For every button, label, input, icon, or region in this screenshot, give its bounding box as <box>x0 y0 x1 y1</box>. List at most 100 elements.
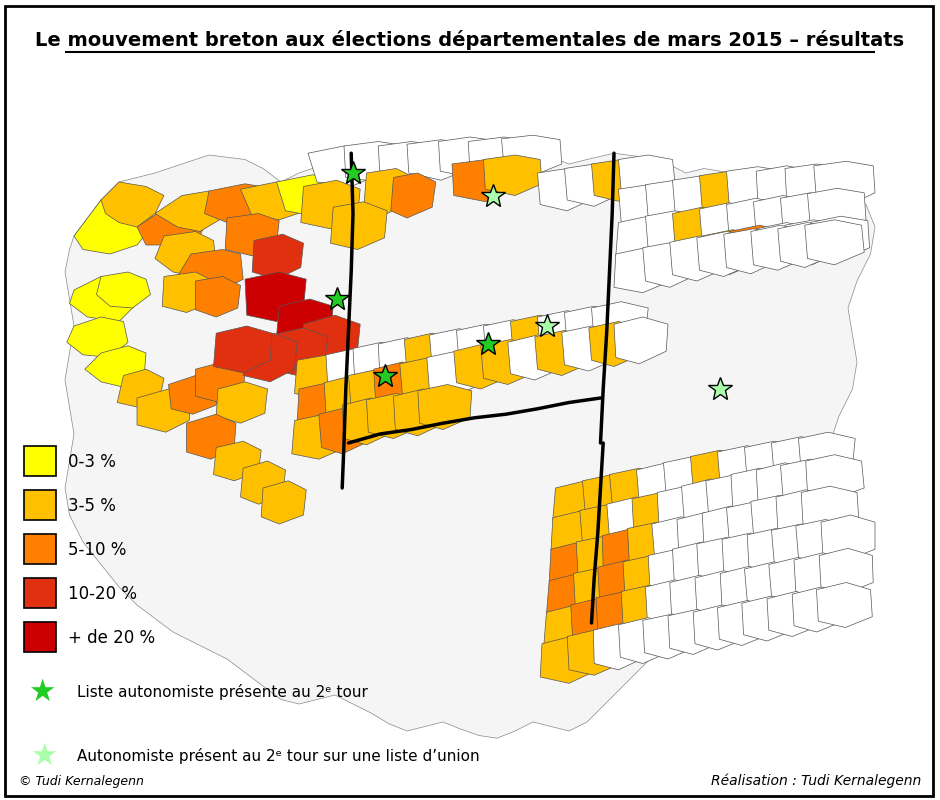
Polygon shape <box>270 328 328 375</box>
Polygon shape <box>137 389 191 432</box>
Polygon shape <box>727 502 780 546</box>
Polygon shape <box>549 542 607 589</box>
Polygon shape <box>731 468 785 514</box>
Polygon shape <box>294 355 354 400</box>
Polygon shape <box>404 333 460 378</box>
Polygon shape <box>720 566 775 612</box>
Text: Liste autonomiste présente au 2ᵉ tour: Liste autonomiste présente au 2ᵉ tour <box>77 684 368 700</box>
Polygon shape <box>573 567 628 612</box>
Polygon shape <box>623 555 677 601</box>
Polygon shape <box>452 159 513 202</box>
Polygon shape <box>483 320 540 365</box>
Polygon shape <box>344 142 409 182</box>
Polygon shape <box>580 504 636 549</box>
Polygon shape <box>342 398 396 445</box>
Polygon shape <box>657 486 712 531</box>
Polygon shape <box>588 322 643 366</box>
Polygon shape <box>806 454 864 499</box>
Polygon shape <box>697 538 751 582</box>
Polygon shape <box>744 442 801 486</box>
Polygon shape <box>670 575 724 621</box>
Text: 0-3 %: 0-3 % <box>68 454 116 471</box>
Polygon shape <box>722 533 776 578</box>
Polygon shape <box>540 637 598 683</box>
Polygon shape <box>553 481 612 526</box>
Polygon shape <box>583 474 639 519</box>
Polygon shape <box>776 490 832 534</box>
Polygon shape <box>502 135 562 176</box>
Polygon shape <box>619 185 677 229</box>
Polygon shape <box>213 442 261 481</box>
Polygon shape <box>400 358 457 402</box>
Polygon shape <box>331 202 387 250</box>
Polygon shape <box>591 302 649 346</box>
Text: ★: ★ <box>28 678 55 706</box>
Polygon shape <box>74 195 155 254</box>
Polygon shape <box>438 137 504 178</box>
Polygon shape <box>607 497 661 544</box>
Text: Autonomiste présent au 2ᵉ tour sur une liste d’union: Autonomiste présent au 2ᵉ tour sur une l… <box>77 748 479 764</box>
Polygon shape <box>65 146 875 738</box>
Polygon shape <box>297 382 353 428</box>
Polygon shape <box>457 324 513 370</box>
Polygon shape <box>276 174 342 216</box>
Polygon shape <box>480 339 538 385</box>
Polygon shape <box>702 230 758 274</box>
Polygon shape <box>792 587 846 632</box>
Polygon shape <box>291 414 349 459</box>
Polygon shape <box>593 623 649 670</box>
Polygon shape <box>807 188 866 232</box>
Polygon shape <box>598 560 651 606</box>
Polygon shape <box>596 591 650 637</box>
Polygon shape <box>261 481 306 524</box>
Polygon shape <box>163 272 213 313</box>
Polygon shape <box>672 542 727 589</box>
Polygon shape <box>603 529 657 575</box>
Polygon shape <box>97 272 150 308</box>
Polygon shape <box>751 225 807 270</box>
Polygon shape <box>216 382 268 423</box>
Polygon shape <box>756 166 817 210</box>
Polygon shape <box>562 326 619 371</box>
Polygon shape <box>101 182 164 227</box>
Polygon shape <box>538 310 594 356</box>
Polygon shape <box>702 506 756 553</box>
Polygon shape <box>430 329 486 374</box>
Polygon shape <box>551 510 609 558</box>
Polygon shape <box>367 394 423 438</box>
Polygon shape <box>614 317 668 364</box>
Polygon shape <box>693 605 747 650</box>
Polygon shape <box>427 351 483 396</box>
Polygon shape <box>697 231 754 277</box>
Polygon shape <box>546 574 603 620</box>
Polygon shape <box>394 389 447 436</box>
Polygon shape <box>699 171 758 215</box>
Polygon shape <box>798 432 855 477</box>
Polygon shape <box>243 333 297 382</box>
Polygon shape <box>353 342 407 387</box>
Polygon shape <box>814 162 875 206</box>
Polygon shape <box>137 205 209 245</box>
Polygon shape <box>213 326 272 373</box>
Polygon shape <box>699 202 756 248</box>
Polygon shape <box>186 414 236 459</box>
Polygon shape <box>744 562 798 606</box>
Polygon shape <box>483 155 542 195</box>
Polygon shape <box>565 306 621 351</box>
Polygon shape <box>391 173 436 218</box>
Polygon shape <box>85 346 146 387</box>
Polygon shape <box>567 630 623 675</box>
Polygon shape <box>742 596 796 641</box>
Polygon shape <box>364 169 415 214</box>
Polygon shape <box>772 437 828 482</box>
Text: ★: ★ <box>30 742 57 770</box>
Polygon shape <box>727 166 787 210</box>
Polygon shape <box>651 517 706 562</box>
Polygon shape <box>751 495 806 540</box>
Polygon shape <box>706 474 760 519</box>
Polygon shape <box>67 317 128 358</box>
Polygon shape <box>118 370 164 407</box>
Polygon shape <box>649 549 702 594</box>
Polygon shape <box>785 220 840 265</box>
Polygon shape <box>319 407 371 454</box>
